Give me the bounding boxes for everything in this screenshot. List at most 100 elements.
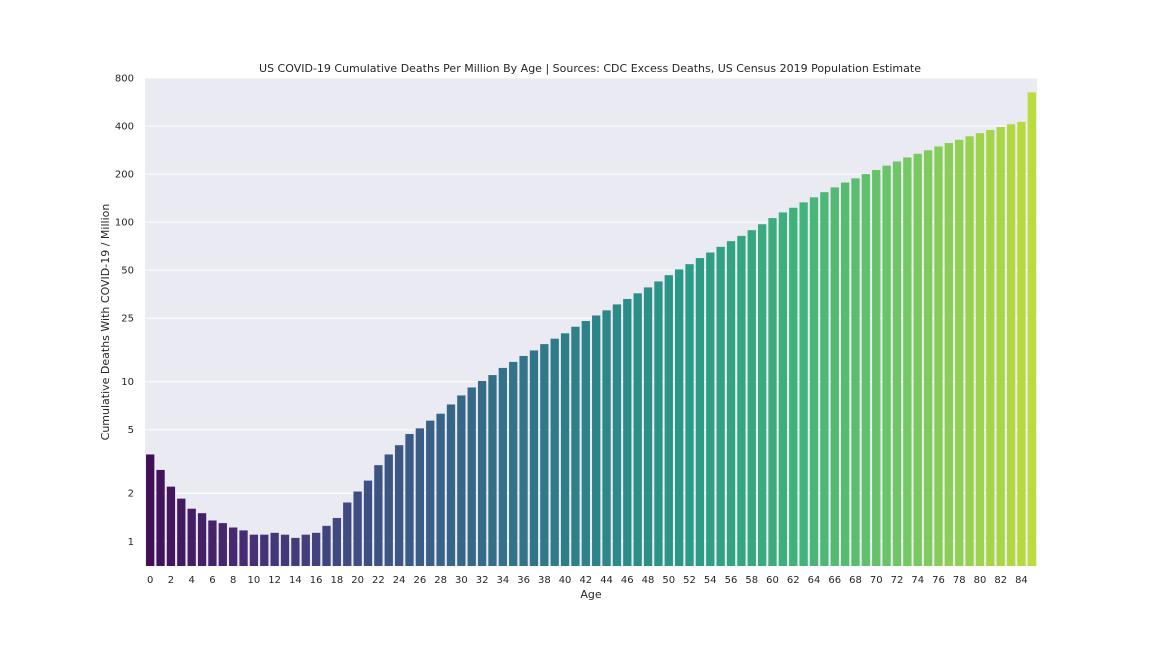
x-tick-label: 24 [393,575,406,586]
bar-age-29 [446,404,456,566]
x-tick-label: 80 [974,575,987,586]
x-tick-label: 34 [496,575,509,586]
bar-age-42 [581,321,590,566]
bar-age-23 [384,454,393,566]
bar-age-10 [249,534,259,566]
bar-age-59 [757,224,767,567]
bar-age-5 [197,513,207,566]
bar-age-47 [633,293,642,566]
bar-age-38 [540,344,549,566]
x-tick-label: 2 [168,575,174,586]
bar-age-8 [229,527,238,566]
bar-age-3 [177,498,186,566]
bar-age-55 [716,246,725,566]
bar-age-65 [820,192,829,566]
x-tick-label: 56 [725,575,738,586]
bar-age-54 [706,252,715,566]
bar-age-51 [675,269,684,566]
bar-age-9 [239,530,248,566]
bar-age-81 [986,129,995,566]
chart-title: US COVID-19 Cumulative Deaths Per Millio… [259,62,921,75]
bar-age-66 [830,187,839,566]
bar-age-25 [405,434,414,566]
y-axis-label: Cumulative Deaths With COVID-19 / Millio… [99,204,112,441]
x-tick-label: 10 [248,575,261,586]
y-tick-label: 5 [128,425,134,436]
x-tick-label: 52 [683,575,696,586]
bar-age-53 [695,258,705,566]
x-tick-label: 14 [289,575,302,586]
bar-age-36 [519,355,528,566]
x-tick-label: 42 [579,575,592,586]
x-tick-label: 50 [662,575,675,586]
bar-age-18 [332,517,342,566]
bar-age-17 [322,525,331,566]
y-tick-label: 400 [115,122,134,133]
x-tick-label: 40 [559,575,572,586]
bar-age-1 [156,469,165,566]
bar-age-84 [1017,121,1026,566]
x-tick-label: 58 [745,575,758,586]
x-tick-label: 26 [413,575,426,586]
bar-age-62 [789,207,798,566]
x-axis-ticks: 0 2 4 6 8 10 12 14 16 18 20 22 24 26 28 30 32 34 36 38 40 42 4… [147,575,1028,586]
x-tick-label: 84 [1015,575,1028,586]
bar-age-68 [851,178,860,566]
x-axis-label: Age [580,588,602,601]
x-tick-label: 62 [787,575,800,586]
bar-age-67 [840,182,850,567]
x-tick-label: 28 [434,575,447,586]
bar-age-27 [426,420,435,566]
y-tick-label: 200 [115,170,134,181]
bars [146,92,1036,567]
x-tick-label: 72 [891,575,904,586]
y-tick-label: 100 [115,218,134,229]
bar-age-63 [799,202,808,566]
bar-age-50 [664,275,673,566]
bar-age-85 [1027,92,1036,566]
bar-age-48 [643,287,653,566]
x-tick-label: 82 [994,575,1007,586]
x-tick-label: 48 [642,575,655,586]
bar-age-34 [498,367,507,566]
bar-age-21 [363,480,373,566]
bar-age-73 [903,157,912,566]
bar-age-30 [457,395,466,566]
y-tick-label: 2 [128,489,134,500]
x-tick-label: 32 [476,575,489,586]
bar-age-28 [436,413,445,566]
x-tick-label: 64 [808,575,821,586]
bar-age-56 [726,241,736,566]
bar-age-49 [654,281,663,566]
bar-age-77 [944,143,953,567]
bar-age-11 [260,534,269,566]
bar-age-20 [353,491,362,566]
x-tick-label: 78 [953,575,966,586]
bar-age-13 [280,534,290,566]
x-tick-label: 22 [372,575,385,586]
bar-age-24 [394,445,404,566]
bar-age-46 [623,298,632,566]
bar-age-40 [560,333,570,566]
bar-age-31 [467,387,476,566]
bar-age-35 [509,361,518,566]
bar-age-75 [923,150,933,566]
bar-age-37 [529,350,539,566]
bar-age-22 [374,465,383,566]
bar-age-76 [934,146,943,566]
x-tick-label: 16 [310,575,323,586]
x-tick-label: 38 [538,575,551,586]
bar-age-15 [301,534,310,566]
bar-age-57 [737,235,746,566]
bar-age-2 [166,486,176,566]
bar-age-0 [146,454,155,566]
bar-age-78 [955,139,964,567]
y-tick-label: 25 [121,314,134,325]
bar-age-14 [291,537,300,566]
x-tick-label: 12 [268,575,281,586]
bar-age-71 [882,165,891,567]
bar-age-45 [612,304,622,566]
bar-age-72 [892,161,902,566]
